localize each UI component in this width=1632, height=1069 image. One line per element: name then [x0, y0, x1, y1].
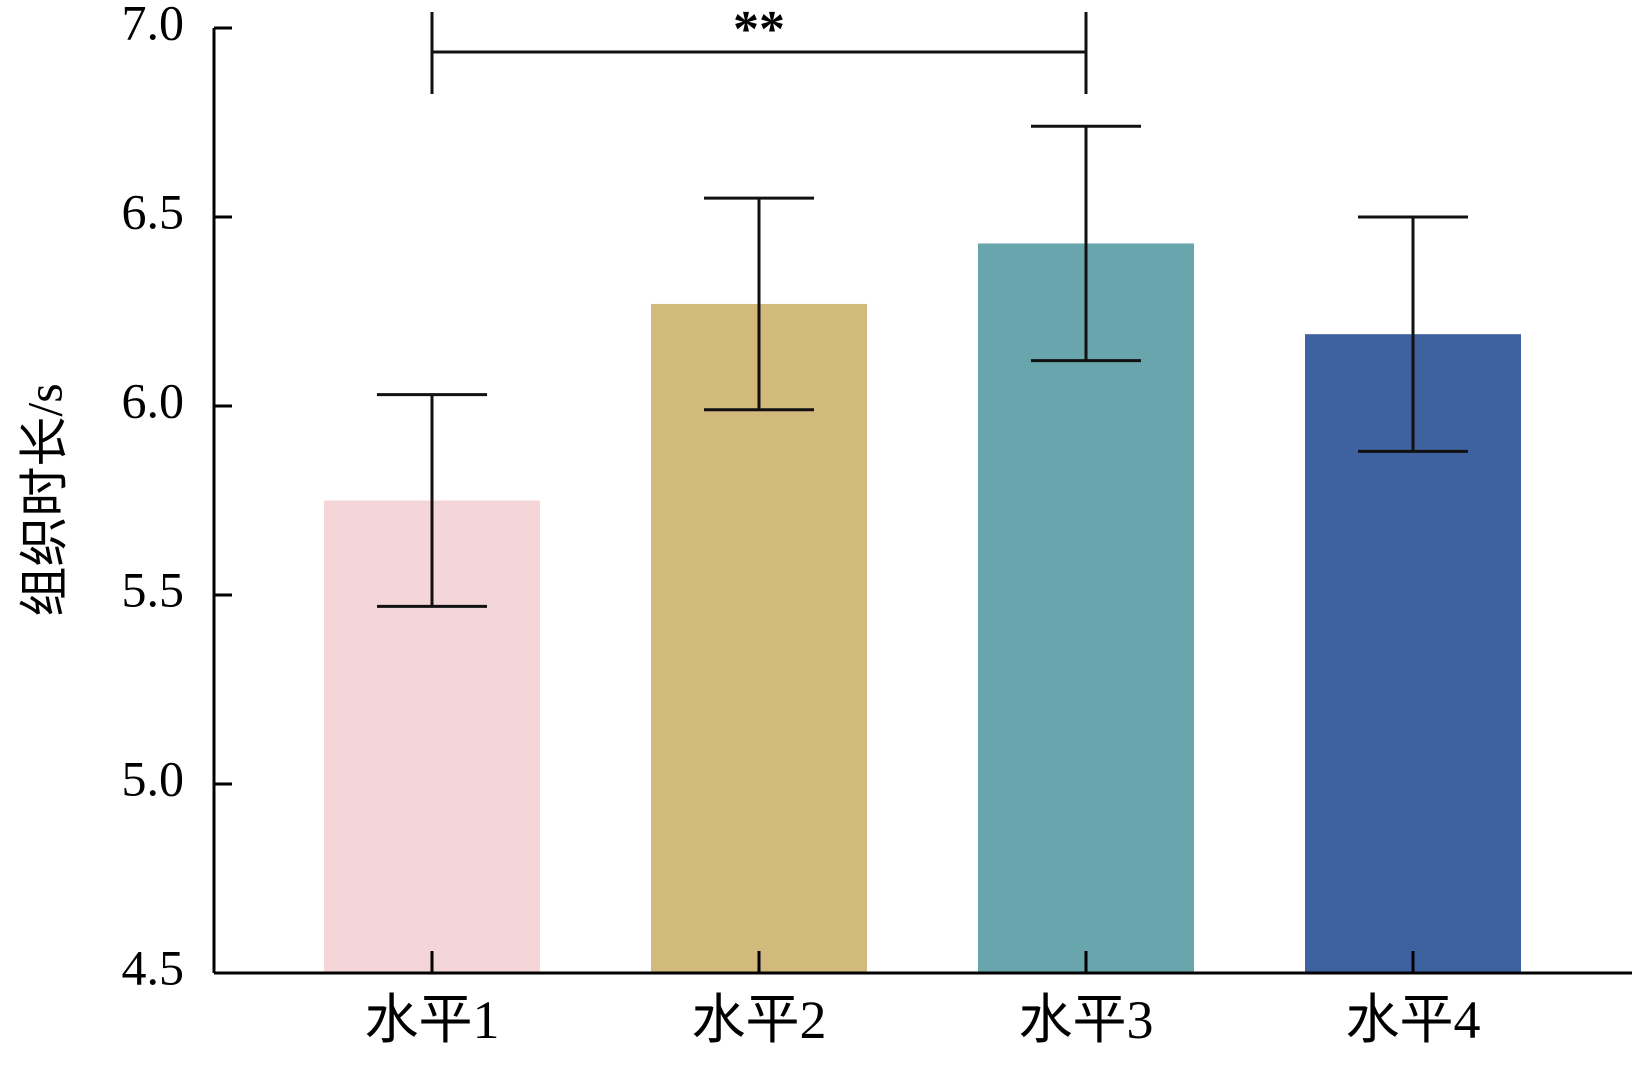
error-bar-4 [1358, 215, 1468, 453]
x-tick-label: 水平2 [692, 990, 827, 1050]
bar-3 [978, 243, 1194, 973]
bar-2 [651, 303, 867, 973]
error-bar-1 [377, 393, 487, 608]
x-tick-label: 水平3 [1019, 990, 1154, 1050]
error-bars-group [377, 124, 1468, 608]
y-ticks-group: 4.5 5.0 5.5 6.0 6.5 7.0 [122, 0, 232, 995]
y-tick-label: 7.0 [122, 0, 185, 50]
significance-group: ** [430, 1, 1088, 94]
significance-label: ** [733, 1, 785, 58]
y-tick-label: 4.5 [122, 939, 185, 995]
error-bar-2 [704, 196, 814, 412]
x-tick-label: 水平1 [365, 990, 500, 1050]
y-tick-label: 6.5 [122, 183, 185, 239]
x-tick-label: 水平4 [1346, 990, 1481, 1050]
error-bar-3 [1031, 124, 1141, 363]
y-tick-label: 5.5 [122, 561, 185, 617]
significance-bracket: ** [430, 1, 1088, 94]
x-ticks-group: 水平1 水平2 水平3 水平4 [365, 951, 1481, 1050]
y-tick-label: 6.0 [122, 372, 185, 428]
y-tick-label: 5.0 [122, 750, 185, 806]
y-axis-title: 组织时长/s [16, 383, 72, 616]
bars-group [324, 243, 1521, 973]
